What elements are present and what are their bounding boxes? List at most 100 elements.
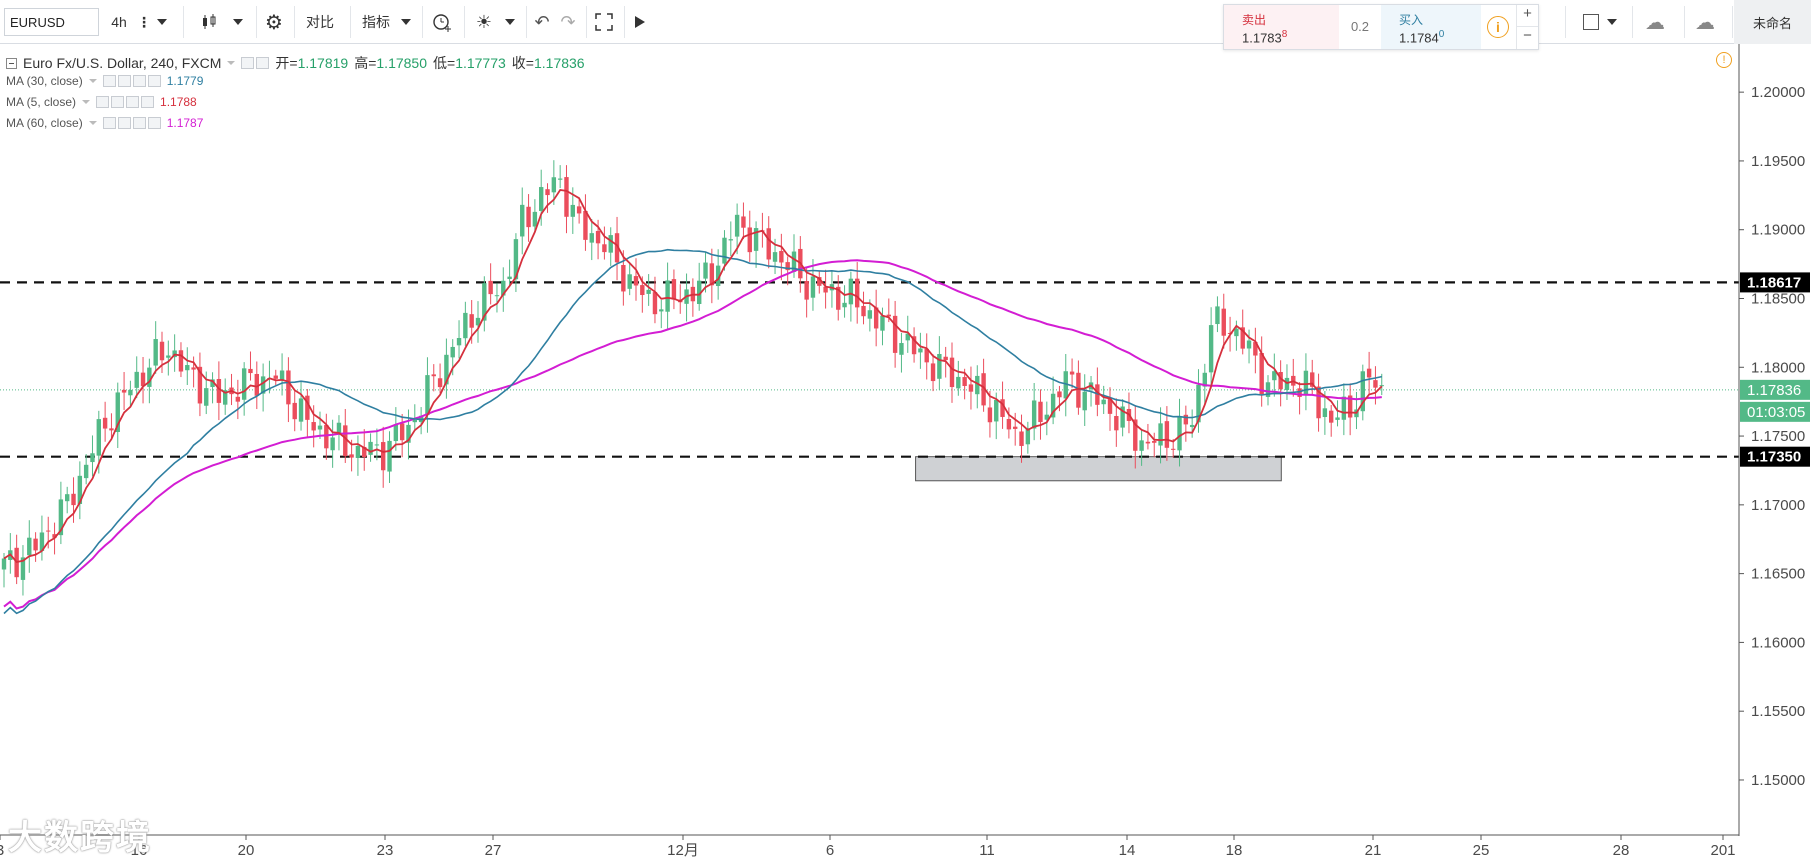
candle-down [1038, 401, 1043, 423]
info-icon[interactable]: i [1487, 16, 1509, 38]
chevron-down-icon[interactable] [88, 79, 97, 83]
drawing-color-button[interactable] [1577, 7, 1605, 37]
candle-down [747, 227, 752, 253]
candle-down [962, 377, 967, 386]
candle-down [109, 428, 114, 431]
buy-button[interactable]: 买入 1.17840 [1381, 5, 1481, 49]
chevron-down-icon[interactable] [88, 121, 97, 125]
ohlc-low: 低=1.17773 [433, 55, 506, 71]
candle-down [804, 280, 809, 300]
price-chart[interactable]: 1.20000 1.19500 1.19000 1.18500 1.18000 1.175… [0, 44, 1811, 860]
x-tick-label: 3 [0, 842, 4, 859]
candle-down [930, 363, 936, 382]
candle-up [368, 441, 373, 455]
candle-down [779, 250, 784, 263]
candle-up [842, 302, 847, 308]
candle-down [987, 407, 993, 423]
candle-down [924, 348, 929, 363]
sell-price: 1.17838 [1242, 29, 1288, 46]
candle-down [349, 454, 354, 458]
x-tick-label: 12月 [667, 842, 699, 859]
theme-dropdown[interactable] [502, 7, 518, 37]
ma60-legend: MA (60, close) 1.1787 [6, 116, 203, 130]
symbol-input[interactable] [4, 8, 99, 36]
play-icon[interactable] [628, 7, 652, 37]
candle-up [210, 379, 215, 388]
chart-type-icon[interactable] [195, 7, 223, 37]
warning-icon[interactable]: ! [1716, 52, 1732, 68]
candle-down [817, 277, 822, 286]
candle-down [197, 366, 203, 404]
candle-down [526, 206, 531, 228]
interval-button[interactable]: 4h [103, 7, 135, 37]
last-price-label: 1.17836 [1747, 382, 1801, 399]
drawing-color-dropdown[interactable] [1604, 7, 1620, 37]
candle-down [292, 402, 297, 420]
zoom-out-button[interactable]: − [1516, 27, 1538, 49]
zoom-in-button[interactable]: + [1516, 5, 1538, 27]
interval-dropdown[interactable] [154, 7, 170, 37]
candle-up [1379, 385, 1384, 387]
candle-up [734, 214, 740, 237]
candle-up [387, 440, 392, 472]
collapse-icon[interactable] [6, 57, 17, 69]
candle-down [823, 286, 828, 293]
candle-up [223, 390, 228, 405]
indicators-button[interactable]: 指标 [354, 7, 398, 37]
candle-up [1202, 372, 1207, 387]
candle-up [975, 375, 980, 395]
candle-up [994, 399, 999, 422]
undo-icon[interactable]: ↶ [534, 11, 550, 32]
candle-down [273, 375, 278, 379]
candle-up [728, 239, 733, 241]
candle-down [286, 370, 291, 405]
candle-up [1139, 440, 1144, 451]
alert-icon[interactable] [428, 7, 456, 37]
ma30-buttons[interactable] [102, 75, 161, 87]
chart-type-dropdown[interactable] [230, 7, 246, 37]
redo-icon[interactable]: ↷ [560, 11, 576, 32]
settings-icon[interactable]: ⚙ [265, 11, 283, 34]
fullscreen-icon[interactable] [590, 7, 618, 37]
x-tick-label: 201 [1710, 842, 1735, 859]
candle-up [450, 346, 455, 358]
cloud-save-icon[interactable]: ☁ [1695, 11, 1715, 34]
candle-up [166, 355, 171, 358]
candle-down [399, 423, 405, 441]
last-price-tag [1740, 379, 1810, 400]
indicators-dropdown[interactable] [398, 7, 414, 37]
ma60-value: 1.1787 [166, 116, 204, 130]
chevron-down-icon[interactable] [227, 61, 236, 65]
ma5-buttons[interactable] [96, 96, 155, 108]
candle-down [564, 177, 569, 217]
top-toolbar: 4h ⋮ ⚙ 对比 指标 ☀ ↶ ↷ ⋮⋮ 卖出 1.17838 0.2 买入 … [0, 0, 1811, 50]
ma5-value: 1.1788 [160, 95, 197, 109]
more-intervals-icon[interactable]: ⋮ [137, 13, 151, 30]
y-tick-label: 1.17000 [1751, 497, 1805, 514]
legend-buttons[interactable] [241, 57, 270, 69]
ma5-line [3, 189, 1383, 563]
sell-button[interactable]: 卖出 1.17838 [1224, 5, 1339, 49]
cloud-load-icon[interactable]: ☁ [1645, 11, 1665, 34]
sell-label: 卖出 [1242, 13, 1267, 27]
candle-up [867, 310, 873, 319]
x-tick-label: 14 [1119, 842, 1136, 859]
candle-up [1025, 428, 1031, 445]
candle-down [785, 262, 790, 271]
indicators-label: 指标 [362, 14, 390, 30]
candle-down [1114, 416, 1119, 431]
x-tick-label: 23 [377, 842, 394, 859]
layout-name-button[interactable]: 未命名 [1734, 0, 1811, 44]
compare-button[interactable]: 对比 [298, 7, 342, 37]
y-tick-label: 1.18500 [1751, 290, 1805, 307]
candle-up [153, 339, 158, 366]
ma60-buttons[interactable] [102, 117, 161, 129]
candle-down [431, 374, 436, 377]
candle-down [254, 373, 259, 396]
main-legend: Euro Fx/U.S. Dollar, 240, FXCM 开=1.17819… [6, 53, 585, 73]
candle-up [1272, 371, 1277, 381]
ma5-label: MA (5, close) [6, 95, 77, 109]
theme-icon[interactable]: ☀ [475, 11, 493, 32]
chevron-down-icon[interactable] [82, 100, 91, 104]
x-tick-label: 27 [485, 842, 502, 859]
